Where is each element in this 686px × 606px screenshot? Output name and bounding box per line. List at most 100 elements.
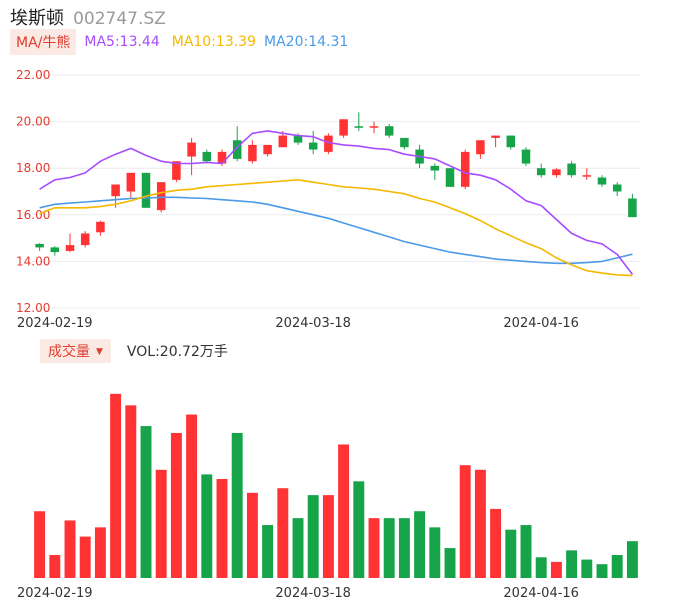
candle-body [293,135,303,143]
ma20-label: MA20:14.31 [264,34,349,50]
stock-name: 埃斯顿 [10,8,64,29]
volume-bar [353,481,365,578]
candle-body [187,142,196,157]
volume-bar [170,432,182,578]
volume-bar [338,444,350,578]
volume-bar [292,518,304,578]
candle-body [430,165,440,171]
price-tick-label: 18.00 [16,161,50,175]
candle-body [96,221,105,233]
candle-body [491,135,500,138]
ma-legend-bar: MA/牛熊 MA5:13.44 MA10:13.39 MA20:14.31 [10,29,349,55]
price-tick-label: 12.00 [16,301,50,315]
candle-body [263,144,272,155]
volume-bar [125,405,137,578]
volume-bar [596,564,608,578]
volume-bar [110,393,122,578]
volume-bar [322,495,334,578]
volume-bar [535,557,547,578]
volume-date-tick-label: 2024-02-19 [17,586,93,601]
candle-body [50,247,60,253]
price-tick-label: 16.00 [16,208,50,222]
date-tick-label: 2024-04-16 [503,316,579,331]
volume-bar [216,479,228,578]
candle-body [552,169,561,176]
volume-bar [444,548,456,578]
volume-bar [566,550,578,578]
volume-bar [201,474,213,578]
date-tick-label: 2024-02-19 [17,316,93,331]
candle-body [248,144,257,162]
candle-body [202,151,212,162]
candle-body [582,175,592,177]
candle-body [612,184,622,192]
ma10-label: MA10:13.39 [171,34,257,50]
price-tick-label: 20.00 [16,115,50,129]
volume-bar [474,469,486,578]
price-tick-label: 22.00 [16,68,50,82]
volume-bar [94,527,106,578]
volume-bar [626,541,638,578]
volume-bar [550,561,562,578]
volume-bar [262,525,274,578]
candle-body [354,126,364,128]
price-tick-label: 14.00 [16,254,50,268]
candle-body [217,151,227,164]
candle-body [35,243,44,248]
ma10-line [39,179,633,277]
candle-body [141,172,151,208]
volume-bar [307,495,319,578]
candle-body [369,126,379,128]
volume-bar [231,432,243,578]
volume-date-tick-label: 2024-04-16 [503,586,579,601]
volume-bar [34,511,46,578]
candle-body [597,177,607,185]
volume-bar [49,554,61,578]
volume-bar [505,529,517,578]
volume-bar [246,492,258,578]
volume-legend-bar: 成交量 ▼ VOL:20.72万手 [40,339,228,363]
volume-bar [155,469,167,578]
ma-indicator-button[interactable]: MA/牛熊 [10,29,77,55]
candle-body [506,135,516,148]
volume-bar [64,520,76,578]
volume-indicator-label: 成交量 [48,344,90,360]
volume-bar [490,508,502,578]
candle-body [339,119,348,136]
candle-body [111,184,120,197]
volume-bar [414,511,426,578]
candle-body [567,163,576,176]
stock-header: 埃斯顿 002747.SZ [10,4,166,30]
volume-bar [581,559,593,578]
volume-bar [79,536,91,578]
volume-bar [277,488,289,578]
candle-body [384,126,394,136]
volume-bar [429,527,441,578]
candle-body [400,137,409,148]
candle-body [126,172,136,192]
candle-body [278,135,288,148]
volume-bar [611,554,623,578]
candle-body [324,135,333,152]
caret-down-icon: ▼ [96,347,103,357]
candle-body [80,233,90,246]
candle-body [156,182,166,211]
candle-body [65,245,75,251]
ma5-label: MA5:13.44 [84,34,160,50]
volume-bar [520,525,532,578]
candle-body [521,149,531,164]
volume-bar [383,518,395,578]
ma5-line [39,130,634,275]
volume-date-tick-label: 2024-03-18 [275,586,351,601]
stock-code: 002747.SZ [73,9,166,29]
volume-bar [140,426,152,578]
volume-indicator-button[interactable]: 成交量 ▼ [40,339,111,363]
volume-bar [459,465,471,578]
date-tick-label: 2024-03-18 [275,316,351,331]
volume-bar [368,518,380,578]
volume-bar [186,414,198,578]
candle-body [460,151,470,187]
candle-body [536,168,546,176]
candle-body [628,198,637,218]
